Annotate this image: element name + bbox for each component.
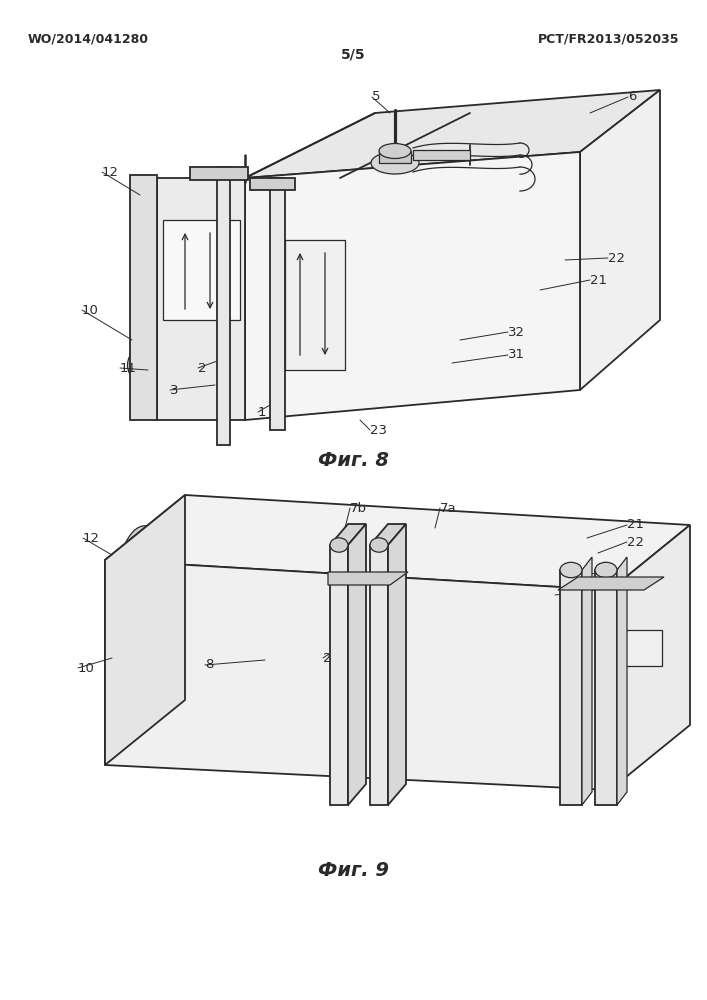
- Ellipse shape: [115, 526, 175, 669]
- Text: 31: 31: [508, 349, 525, 361]
- Polygon shape: [617, 557, 627, 805]
- Polygon shape: [595, 570, 617, 805]
- Ellipse shape: [627, 636, 655, 659]
- Ellipse shape: [379, 143, 411, 158]
- Text: 1: 1: [258, 406, 267, 418]
- Polygon shape: [105, 560, 610, 790]
- Text: 3: 3: [170, 383, 178, 396]
- Ellipse shape: [371, 152, 419, 174]
- Polygon shape: [190, 167, 248, 180]
- Text: 7b: 7b: [350, 502, 367, 514]
- Polygon shape: [130, 175, 157, 420]
- Polygon shape: [560, 570, 582, 805]
- Text: 8: 8: [205, 658, 214, 672]
- Polygon shape: [370, 545, 388, 805]
- Text: 5/5: 5/5: [341, 48, 366, 62]
- Polygon shape: [348, 524, 366, 805]
- Text: 2: 2: [198, 361, 206, 374]
- Text: PCT/FR2013/052035: PCT/FR2013/052035: [537, 33, 679, 46]
- Text: WO/2014/041280: WO/2014/041280: [28, 33, 149, 46]
- Text: 10: 10: [82, 304, 99, 316]
- Text: 2: 2: [323, 652, 332, 664]
- Polygon shape: [330, 545, 348, 805]
- Polygon shape: [245, 90, 660, 178]
- Polygon shape: [105, 495, 185, 765]
- Text: 23: 23: [610, 566, 627, 578]
- Text: 10: 10: [78, 662, 95, 674]
- Text: 21: 21: [590, 273, 607, 286]
- Polygon shape: [285, 240, 345, 370]
- Text: 11: 11: [597, 584, 614, 596]
- Polygon shape: [620, 630, 662, 666]
- Text: 12: 12: [83, 532, 100, 544]
- Text: 22: 22: [608, 251, 625, 264]
- Polygon shape: [388, 524, 406, 805]
- Polygon shape: [217, 167, 230, 445]
- Polygon shape: [610, 525, 690, 790]
- Polygon shape: [270, 178, 285, 430]
- Text: 21: 21: [627, 518, 644, 532]
- Text: 32: 32: [508, 326, 525, 338]
- Text: 23: 23: [370, 424, 387, 436]
- Text: 11: 11: [120, 361, 137, 374]
- Polygon shape: [413, 150, 470, 160]
- Polygon shape: [582, 557, 592, 805]
- Polygon shape: [379, 151, 411, 163]
- Ellipse shape: [350, 345, 410, 395]
- Text: Фиг. 9: Фиг. 9: [317, 860, 389, 880]
- Polygon shape: [163, 220, 240, 320]
- Polygon shape: [580, 90, 660, 390]
- Ellipse shape: [127, 342, 182, 387]
- Ellipse shape: [330, 538, 348, 552]
- Text: 1: 1: [343, 668, 351, 682]
- Text: 6: 6: [628, 91, 636, 104]
- Polygon shape: [105, 495, 690, 590]
- Ellipse shape: [370, 538, 388, 552]
- Polygon shape: [157, 178, 245, 420]
- Polygon shape: [370, 524, 406, 545]
- Polygon shape: [245, 152, 580, 420]
- Text: 22: 22: [627, 536, 644, 548]
- Text: Фиг. 8: Фиг. 8: [317, 450, 389, 470]
- Polygon shape: [558, 577, 664, 590]
- Text: 5: 5: [372, 91, 380, 104]
- Ellipse shape: [560, 562, 582, 578]
- Polygon shape: [328, 572, 408, 585]
- Text: 7a: 7a: [440, 502, 457, 514]
- Text: 12: 12: [102, 165, 119, 178]
- Ellipse shape: [595, 562, 617, 578]
- Polygon shape: [330, 524, 366, 545]
- Polygon shape: [250, 178, 295, 190]
